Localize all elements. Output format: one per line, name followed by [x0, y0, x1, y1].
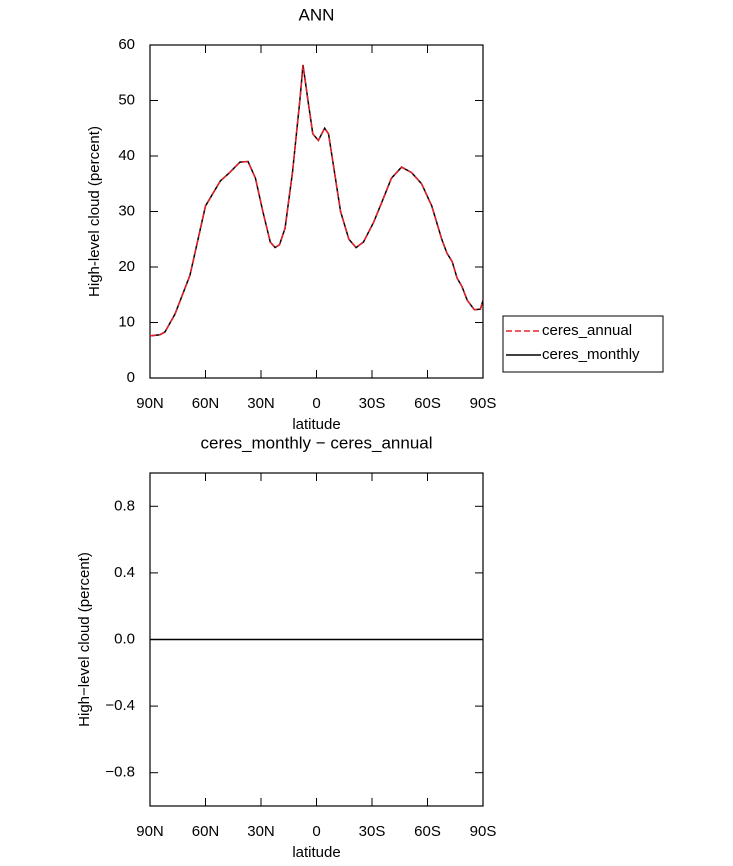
y-tick-label: 0 [127, 369, 135, 386]
chart-title: ANN [299, 5, 335, 24]
x-tick-label: 30N [247, 823, 275, 840]
x-tick-label: 0 [312, 823, 320, 840]
x-tick-label: 60N [192, 823, 220, 840]
x-tick-label: 60S [414, 823, 441, 840]
x-tick-label: 60N [192, 395, 220, 412]
y-tick-label: 60 [118, 36, 135, 53]
y-tick-label: 20 [118, 258, 135, 275]
y-tick-label: 10 [118, 313, 135, 330]
y-tick-label: 0.8 [114, 497, 135, 514]
legend-label: ceres_annual [542, 322, 632, 339]
y-tick-label: −0.8 [105, 764, 135, 781]
x-tick-label: 30N [247, 395, 275, 412]
y-tick-label: 40 [118, 147, 135, 164]
x-tick-label: 60S [414, 395, 441, 412]
x-axis-label: latitude [292, 844, 340, 861]
y-tick-label: 0.4 [114, 564, 135, 581]
x-tick-label: 90S [470, 395, 497, 412]
y-tick-label: −0.4 [105, 697, 135, 714]
y-tick-label: 30 [118, 202, 135, 219]
x-tick-label: 30S [359, 823, 386, 840]
y-axis-label: High−level cloud (percent) [76, 552, 93, 727]
x-axis-label: latitude [292, 416, 340, 433]
x-tick-label: 90S [470, 823, 497, 840]
legend-box [502, 315, 664, 373]
chart-title: ceres_monthly − ceres_annual [201, 433, 433, 452]
legend-label: ceres_monthly [542, 346, 640, 363]
series-line [149, 64, 484, 337]
x-tick-label: 90N [136, 823, 164, 840]
x-tick-label: 30S [359, 395, 386, 412]
y-tick-label: 0.0 [114, 630, 135, 647]
x-tick-label: 90N [136, 395, 164, 412]
y-axis-label: High-level cloud (percent) [86, 126, 103, 297]
series-line [149, 64, 484, 337]
x-tick-label: 0 [312, 395, 320, 412]
y-tick-label: 50 [118, 91, 135, 108]
